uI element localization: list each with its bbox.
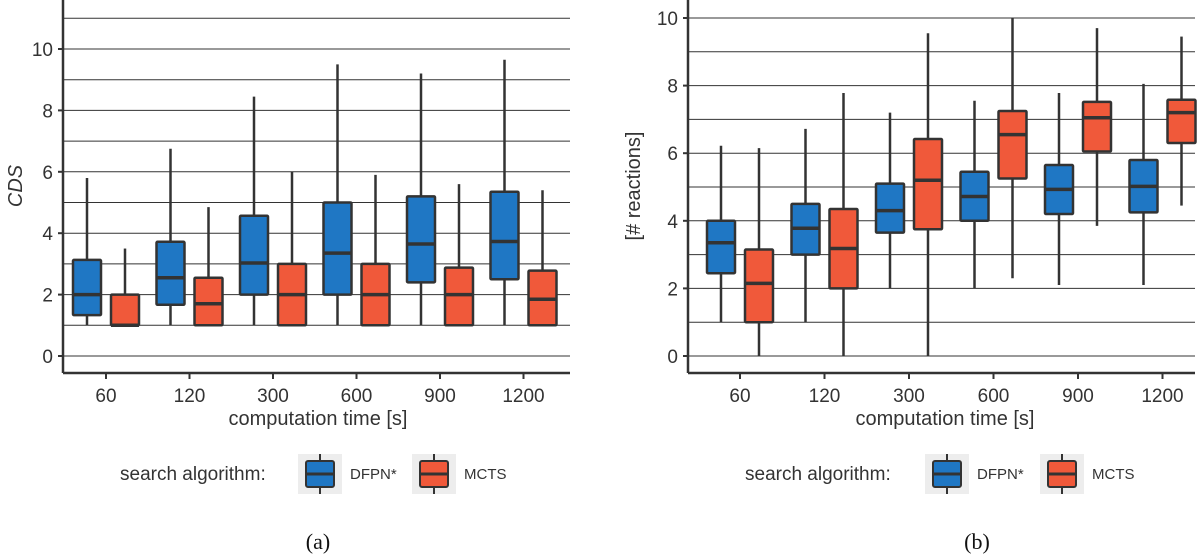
box-iqr [71,258,103,317]
legend-label-dfpn-b: DFPN* [977,466,1024,483]
x-tick-label: 1200 [502,386,544,407]
box-dfpn-60 [71,177,103,326]
y-tick-label: 10 [32,40,53,61]
caption-b: (b) [964,529,990,554]
grid-lines-a [63,17,570,357]
x-tick-label: 600 [341,386,373,407]
x-tick-label: 60 [95,386,116,407]
box-mcts-1200 [527,190,558,327]
y-tick-labels-b: 0 2 4 6 8 10 [657,9,679,368]
x-tick-label: 1200 [1141,386,1183,407]
axes-a [58,0,570,379]
x-axis-label-b: computation time [s] [856,408,1035,430]
box-dfpn-600 [959,100,990,289]
box-iqr [193,276,224,327]
box-iqr [743,248,775,324]
y-tick-label: 4 [667,212,678,233]
box-dfpn-900 [1043,93,1075,286]
panel-b: 0 2 4 6 8 10 60 120 300 600 900 1200 computation t… [623,0,1197,554]
y-axis-label-a: CDS [5,164,27,207]
box-iqr [1081,100,1113,153]
x-tick-label: 900 [424,386,456,407]
x-tick-labels-b: 60 120 300 600 900 1200 [729,386,1183,407]
y-tick-label: 4 [42,224,53,245]
box-mcts-60 [743,148,775,356]
legend-a: search algorithm: DFPN* MCTS [120,454,507,494]
box-iqr [109,293,141,327]
panel-a: 0 2 4 6 8 10 60 120 300 600 900 1200 computation t… [5,0,570,554]
x-tick-label: 120 [174,386,206,407]
legend-b: search algorithm: DFPN* MCTS [745,454,1135,494]
box-dfpn-300 [238,96,270,326]
box-mcts-120 [828,93,859,356]
box-iqr [322,201,353,296]
legend-title-a: search algorithm: [120,464,266,485]
box-dfpn-300 [874,112,906,289]
y-tick-label: 2 [667,279,678,300]
y-tick-labels-a: 0 2 4 6 8 10 [32,40,54,368]
boxes-b [705,18,1197,356]
box-iqr [874,182,906,234]
box-dfpn-120 [155,148,186,326]
box-iqr [155,240,186,306]
y-axis-label-b: [# reactions] [623,132,645,241]
box-dfpn-900 [405,73,437,326]
y-tick-label: 0 [667,347,678,368]
x-tick-label: 300 [257,386,289,407]
box-mcts-300 [912,33,944,356]
box-iqr [238,214,270,296]
box-mcts-600 [360,174,391,327]
y-tick-label: 6 [667,144,678,165]
box-iqr [405,195,437,284]
box-dfpn-1200 [489,59,520,326]
x-tick-label: 300 [893,386,925,407]
box-mcts-300 [276,171,308,327]
box-iqr [912,137,944,231]
caption-a: (a) [306,529,330,554]
legend-label-mcts-b: MCTS [1092,466,1135,483]
box-dfpn-600 [322,64,353,326]
axes-b [683,0,1195,379]
x-tick-label: 900 [1062,386,1094,407]
box-iqr [443,266,475,327]
box-mcts-120 [193,207,224,327]
box-iqr [1166,98,1197,145]
box-mcts-1200 [1166,36,1197,206]
y-tick-label: 2 [42,286,53,307]
y-tick-label: 8 [667,77,678,98]
boxes-a [71,59,558,328]
x-tick-labels-a: 60 120 300 600 900 1200 [95,386,544,407]
x-tick-label: 60 [729,386,750,407]
box-mcts-900 [1081,28,1113,226]
box-iqr [705,219,737,275]
legend-label-dfpn-a: DFPN* [350,466,397,483]
box-mcts-900 [443,184,475,327]
x-tick-label: 600 [978,386,1010,407]
box-iqr [489,190,520,281]
y-tick-label: 8 [42,101,53,122]
box-dfpn-1200 [1128,83,1159,286]
box-mcts-60 [109,248,141,328]
box-dfpn-60 [705,145,737,323]
box-dfpn-120 [790,128,821,323]
y-tick-label: 10 [657,9,678,30]
x-tick-label: 120 [809,386,841,407]
box-mcts-600 [997,18,1028,279]
legend-title-b: search algorithm: [745,464,891,485]
x-axis-label-a: computation time [s] [229,408,408,430]
y-tick-label: 0 [42,347,53,368]
y-tick-label: 6 [42,163,53,184]
box-iqr [997,109,1028,180]
legend-label-mcts-a: MCTS [464,466,507,483]
